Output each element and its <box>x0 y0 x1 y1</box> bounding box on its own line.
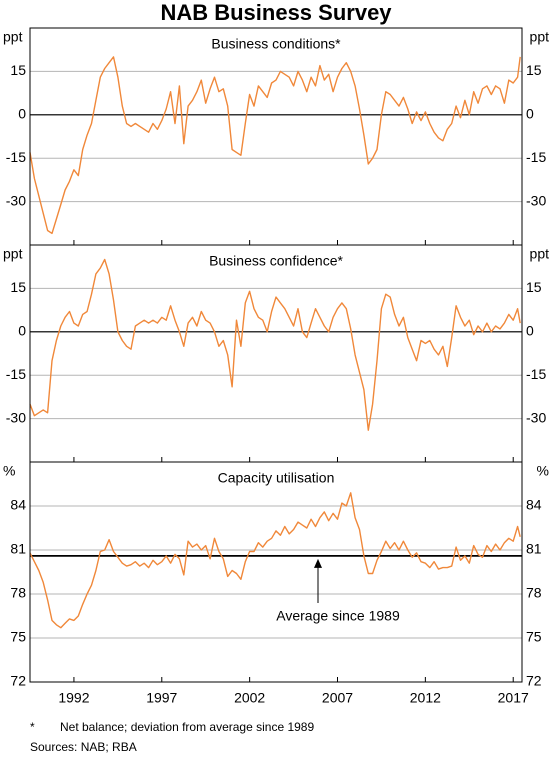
y-tick-label-right: -30 <box>526 192 546 208</box>
y-tick-label-right: 84 <box>526 497 542 513</box>
y-tick-label: -30 <box>6 409 26 425</box>
y-axis-label: ppt <box>3 29 23 45</box>
y-tick-label-right: 81 <box>526 541 542 557</box>
y-tick-label: 0 <box>18 106 26 122</box>
x-tick-label: 2002 <box>234 690 265 706</box>
sources: Sources: NAB; RBA <box>30 740 137 754</box>
x-tick-label: 1997 <box>146 690 177 706</box>
y-tick-label-right: 0 <box>526 323 534 339</box>
x-tick-label: 2012 <box>410 690 441 706</box>
y-tick-label: 81 <box>10 541 26 557</box>
y-tick-label-right: 75 <box>526 629 542 645</box>
y-tick-label: -15 <box>6 149 26 165</box>
y-tick-label: 78 <box>10 585 26 601</box>
annotation-arrowhead <box>314 558 322 568</box>
series-line <box>29 492 521 629</box>
y-axis-label: ppt <box>3 246 23 262</box>
panel-title: Business confidence* <box>209 253 343 269</box>
y-tick-label: 0 <box>18 323 26 339</box>
series-line <box>29 258 521 431</box>
y-tick-label-right: -15 <box>526 149 546 165</box>
y-tick-label: 75 <box>10 629 26 645</box>
chart-title: NAB Business Survey <box>160 0 392 25</box>
panel-title: Capacity utilisation <box>218 470 335 486</box>
y-tick-label: -15 <box>6 366 26 382</box>
y-tick-label-right: -30 <box>526 409 546 425</box>
panel-title: Business conditions* <box>211 36 341 52</box>
y-tick-label: 72 <box>10 673 26 689</box>
x-tick-label: 1992 <box>58 690 89 706</box>
panel-frame <box>29 244 523 463</box>
y-tick-label-right: 15 <box>526 279 542 295</box>
y-tick-label-right: -15 <box>526 366 546 382</box>
annotation: Average since 1989 <box>276 608 400 624</box>
y-tick-label: 15 <box>10 62 26 78</box>
y-tick-label: 15 <box>10 279 26 295</box>
x-tick-label: 2017 <box>498 690 529 706</box>
y-tick-label: 84 <box>10 497 26 513</box>
y-tick-label: -30 <box>6 192 26 208</box>
footnote: Net balance; deviation from average sinc… <box>60 720 314 734</box>
y-axis-label-right: ppt <box>530 246 550 262</box>
y-axis-label-right: ppt <box>530 29 550 45</box>
y-tick-label-right: 0 <box>526 106 534 122</box>
x-tick-label: 2007 <box>322 690 353 706</box>
y-tick-label-right: 78 <box>526 585 542 601</box>
y-tick-label-right: 15 <box>526 62 542 78</box>
panel-frame <box>29 27 523 246</box>
series-line <box>29 56 521 235</box>
panels: -30 -30 -15 -15 0 0 15 15 ppt ppt Business conditi… <box>3 27 550 706</box>
y-axis-label: % <box>3 463 15 479</box>
panel-frame <box>29 461 523 683</box>
footnote-marker: * <box>30 720 35 734</box>
y-axis-label-right: % <box>537 463 549 479</box>
y-tick-label-right: 72 <box>526 673 542 689</box>
